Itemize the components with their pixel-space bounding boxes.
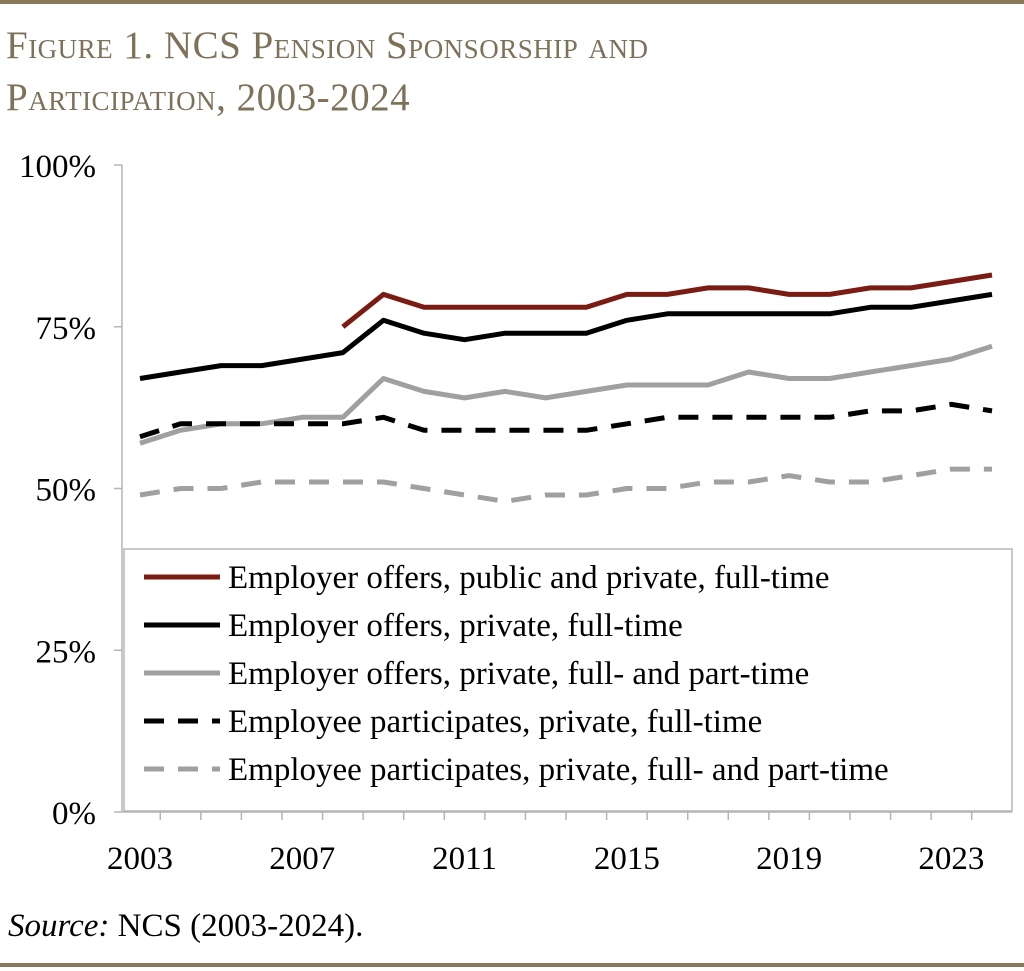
y-tick-label: 50%	[36, 473, 97, 509]
legend-label-4: Employee participates, private, full-tim…	[228, 704, 762, 740]
series-line-2	[139, 291, 993, 381]
chart-axes: 0% 25% 50% 75% 100% 2003 2007 2011 2015 2019 2023	[19, 149, 1012, 877]
series-line-4	[139, 401, 993, 440]
figure-title: Figure 1. NCS Pension Sponsorship and Pa…	[6, 20, 1016, 124]
source-note: Source: NCS (2003-2024).	[8, 908, 363, 945]
legend-box	[123, 548, 1013, 812]
line-chart: 0%25%50%75%100%2003 2007 2011 2015 2019 2023 …	[19, 149, 1013, 877]
figure-title-line-2: Participation, 2003-2024	[6, 76, 411, 119]
bottom-rule	[0, 963, 1024, 967]
x-tick-label: 2011	[432, 841, 497, 877]
x-tick-label: 2019	[756, 841, 822, 877]
x-tick-label: 2003	[107, 841, 173, 877]
legend-label-1: Employer offers, public and private, ful…	[228, 560, 829, 596]
y-tick-label: 75%	[36, 311, 97, 347]
y-tick-label: 0%	[52, 796, 96, 832]
chart-legend: Employer offers, public and private, ful…	[123, 548, 1013, 812]
figure-title-line-1: Figure 1. NCS Pension Sponsorship and	[6, 24, 649, 67]
x-tick-label: 2023	[918, 841, 984, 877]
x-tick-label: 2007	[269, 841, 335, 877]
series-line-3	[139, 343, 993, 446]
top-rule	[0, 0, 1024, 4]
series-line-1	[341, 272, 993, 329]
series-line-5	[139, 466, 992, 504]
y-tick-label: 25%	[36, 634, 97, 670]
chart-series	[139, 272, 993, 504]
y-tick-label: 100%	[19, 149, 96, 185]
legend-label-3: Employer offers, private, full- and part…	[228, 656, 809, 692]
legend-label-5: Employee participates, private, full- an…	[228, 752, 889, 788]
source-text: NCS (2003-2024).	[109, 908, 364, 944]
x-tick-label: 2015	[594, 841, 660, 877]
legend-label-2: Employer offers, private, full-time	[228, 608, 683, 644]
source-label: Source:	[8, 908, 110, 944]
